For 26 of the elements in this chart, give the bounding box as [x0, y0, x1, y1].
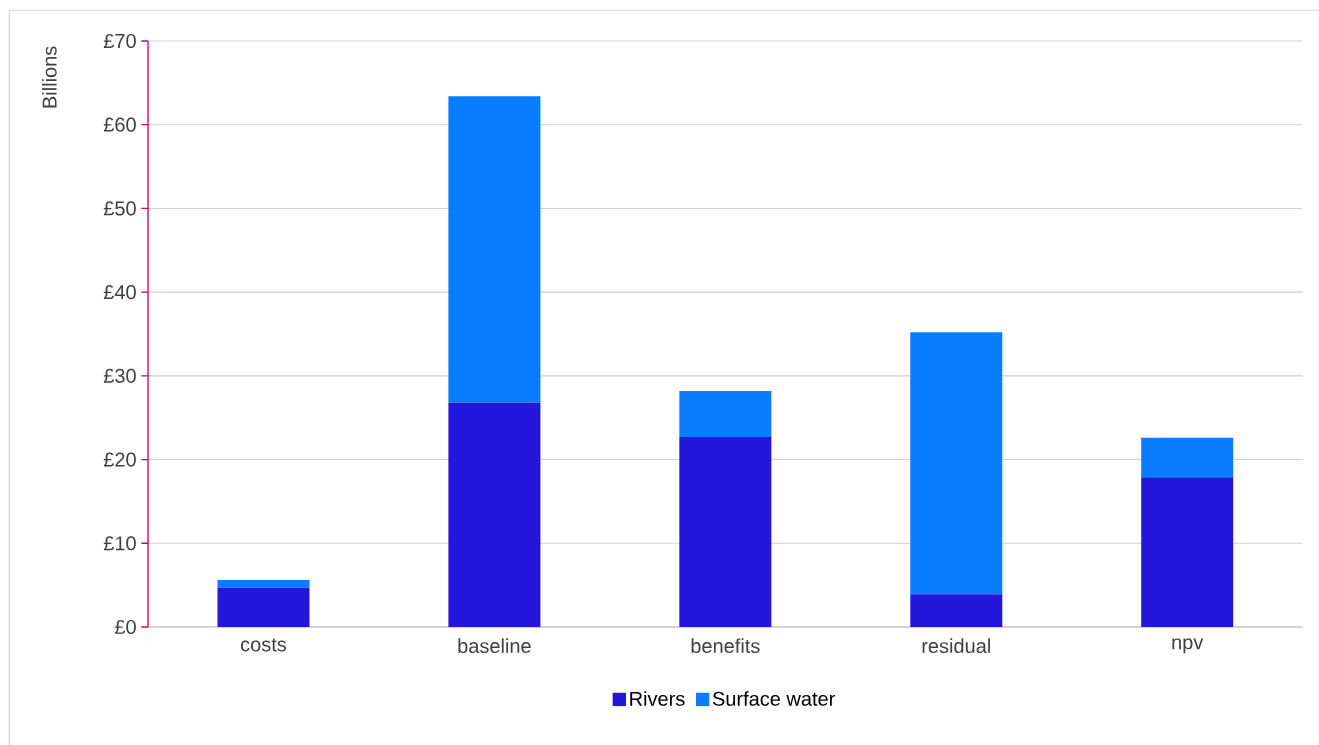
- bar: [910, 332, 1003, 595]
- y-tick-label: £10: [103, 536, 136, 551]
- y-tick-label: £30: [103, 368, 136, 383]
- bar: [217, 580, 310, 588]
- x-tick-label: costs: [240, 638, 287, 652]
- y-tick-label: £70: [103, 33, 136, 49]
- y-tick-label: £50: [103, 201, 136, 216]
- y-tick-label: £20: [103, 452, 136, 467]
- bar: [910, 594, 1003, 627]
- x-tick-label: npv: [1172, 638, 1204, 654]
- legend-label: Rivers: [630, 691, 685, 706]
- bar: [1141, 477, 1234, 627]
- bar: [217, 587, 310, 627]
- bar: [448, 402, 541, 627]
- y-axis-title: Billions: [42, 46, 57, 108]
- legend-label: Surface water: [712, 691, 835, 706]
- bar: [1141, 437, 1234, 478]
- y-tick-label: £40: [103, 285, 136, 300]
- x-tick-label: benefits: [691, 638, 760, 654]
- bar: [679, 390, 772, 437]
- y-tick-label: £0: [114, 619, 136, 635]
- bar: [448, 96, 541, 403]
- y-tick-label: £60: [103, 117, 136, 132]
- x-tick-label: residual: [922, 638, 990, 654]
- x-tick-label: baseline: [458, 638, 531, 654]
- bar: [679, 436, 772, 627]
